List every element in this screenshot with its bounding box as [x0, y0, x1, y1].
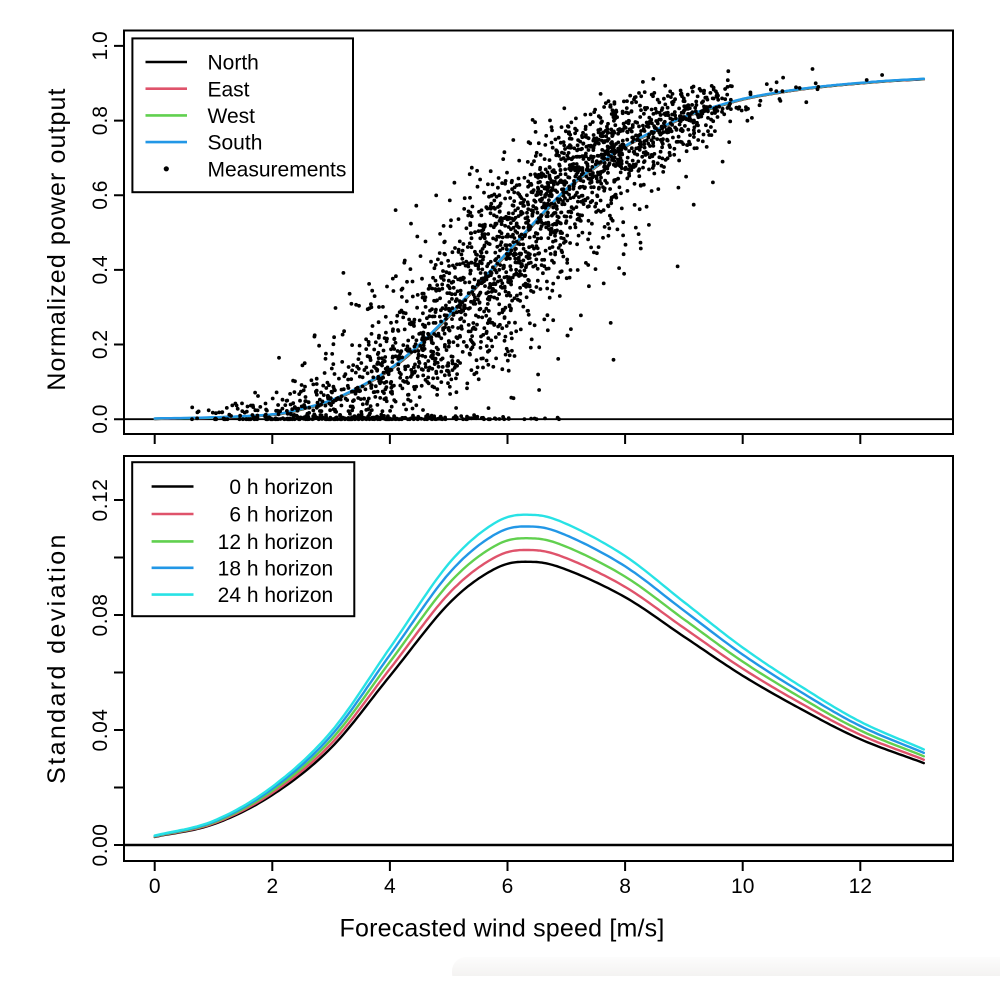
- svg-text:6: 6: [502, 875, 514, 898]
- svg-text:12: 12: [218, 531, 241, 554]
- svg-text:0: 0: [229, 476, 241, 499]
- svg-text:0.8: 0.8: [89, 106, 112, 135]
- svg-text:1.0: 1.0: [89, 31, 112, 60]
- svg-text:0: 0: [149, 875, 161, 898]
- svg-text:2: 2: [266, 875, 278, 898]
- svg-text:0.08: 0.08: [89, 594, 112, 637]
- svg-text:18: 18: [218, 557, 241, 580]
- svg-text:6: 6: [229, 504, 241, 527]
- svg-text:24: 24: [218, 584, 242, 607]
- svg-text:0.0: 0.0: [89, 405, 112, 434]
- svg-text:0.12: 0.12: [89, 479, 112, 522]
- svg-text:0.04: 0.04: [89, 709, 112, 752]
- svg-text:North: North: [208, 52, 259, 75]
- svg-text:0.2: 0.2: [89, 330, 112, 359]
- svg-text:h horizon: h horizon: [241, 504, 333, 527]
- svg-text:4: 4: [384, 875, 396, 898]
- svg-text:8: 8: [619, 875, 631, 898]
- svg-text:h horizon: h horizon: [241, 476, 333, 499]
- svg-text:Measurements: Measurements: [208, 158, 347, 181]
- svg-text:0.00: 0.00: [89, 824, 112, 867]
- svg-text:Standard deviation: Standard deviation: [43, 532, 71, 784]
- svg-text:0.4: 0.4: [89, 255, 112, 285]
- svg-text:h horizon: h horizon: [241, 584, 333, 607]
- svg-text:South: South: [208, 132, 263, 155]
- svg-text:Forecasted wind speed [m/s]: Forecasted wind speed [m/s]: [340, 915, 665, 943]
- svg-text:West: West: [208, 105, 256, 128]
- svg-text:h horizon: h horizon: [241, 531, 333, 554]
- svg-text:0.6: 0.6: [89, 181, 112, 210]
- svg-text:10: 10: [731, 875, 754, 898]
- svg-text:Normalized power output: Normalized power output: [43, 87, 71, 390]
- svg-text:12: 12: [849, 875, 872, 898]
- svg-text:h horizon: h horizon: [241, 557, 333, 580]
- svg-text:East: East: [208, 78, 250, 101]
